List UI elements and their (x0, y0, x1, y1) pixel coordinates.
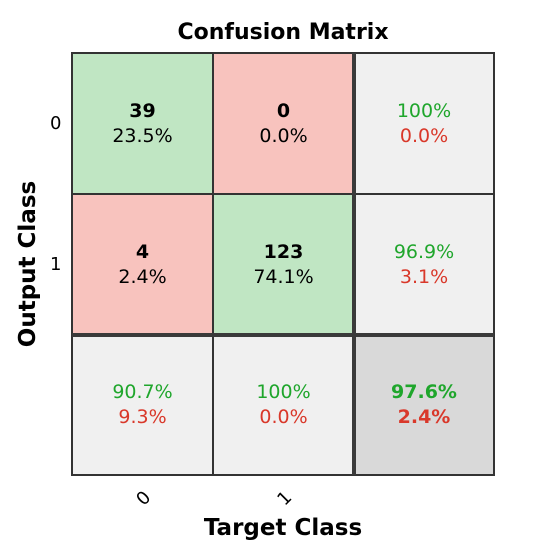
row-summary-0: 100% 0.0% (354, 53, 494, 194)
x-tick-label-1: 1 (273, 487, 297, 510)
cell-1-1: 123 74.1% (213, 194, 354, 335)
cell-percent: 0.0% (259, 124, 308, 147)
summary-separator-horizontal (72, 333, 356, 337)
column-correct-percent: 90.7% (112, 381, 173, 403)
cell-percent: 23.5% (112, 124, 173, 147)
matrix-grid: 39 23.5% 0 0.0% 100% 0.0% 4 2.4% 123 74.… (71, 52, 495, 476)
x-tick-label-0: 0 (132, 487, 156, 510)
cell-count: 0 (276, 99, 291, 122)
column-correct-percent: 100% (256, 381, 311, 403)
chart-title: Confusion Matrix (177, 20, 389, 45)
column-summary-1: 100% 0.0% (213, 335, 354, 475)
cell-count: 4 (135, 240, 150, 263)
summary-separator-vertical (352, 53, 356, 335)
column-incorrect-percent: 0.0% (259, 406, 308, 428)
y-tick-label-1: 1 (50, 254, 62, 275)
overall-separator-horizontal (352, 333, 494, 337)
cell-1-0: 4 2.4% (72, 194, 213, 335)
x-axis-label: Target Class (203, 515, 363, 541)
row-correct-percent: 96.9% (393, 240, 455, 263)
overall-incorrect-percent: 2.4% (397, 406, 451, 428)
cell-percent: 74.1% (253, 265, 314, 288)
overall-accuracy-cell: 97.6% 2.4% (354, 335, 494, 475)
overall-separator-vertical (352, 333, 356, 475)
cell-0-1: 0 0.0% (213, 53, 354, 194)
row-incorrect-percent: 3.1% (399, 265, 449, 288)
cell-0-0: 39 23.5% (72, 53, 213, 194)
y-tick-label-0: 0 (50, 113, 62, 134)
overall-correct-percent: 97.6% (391, 381, 457, 403)
y-axis-label: Output Class (15, 180, 41, 348)
cell-count: 39 (129, 99, 156, 122)
row-correct-percent: 100% (396, 99, 452, 122)
row-incorrect-percent: 0.0% (399, 124, 449, 147)
cell-percent: 2.4% (118, 265, 167, 288)
column-summary-0: 90.7% 9.3% (72, 335, 213, 475)
column-incorrect-percent: 9.3% (118, 406, 167, 428)
row-summary-1: 96.9% 3.1% (354, 194, 494, 335)
cell-count: 123 (263, 240, 304, 263)
